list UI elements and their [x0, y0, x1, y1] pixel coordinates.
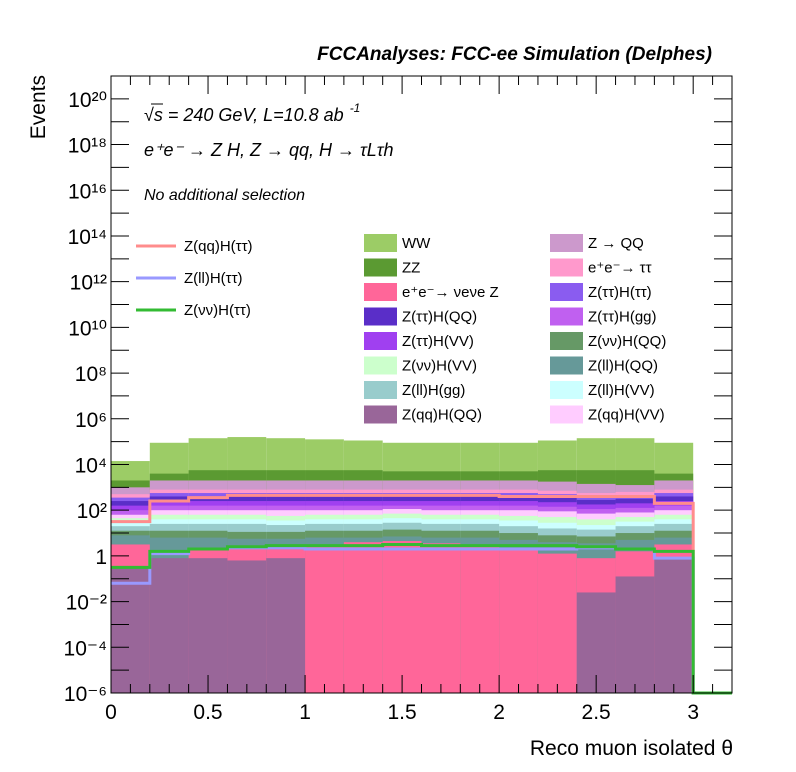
y-tick-label: 10⁴ [75, 454, 107, 477]
legend-label-ww: WW [402, 235, 431, 252]
bar-z-qq-h-qq-13 [615, 576, 655, 693]
legend-label-z-ll-h-gg: Z(ll)H(gg) [402, 382, 465, 399]
legend-swatch-z-h-qq [364, 307, 397, 326]
signal-line-z-h [111, 542, 732, 695]
y-tick-label: 10¹⁸ [68, 135, 107, 158]
legend-stack: WW Z → QQ ZZ e⁺e⁻→ ττ e⁺e⁻→ νeνe Z Z(ττ)H(ττ)… [364, 234, 666, 424]
x-tick-label: 0 [105, 701, 117, 724]
legend-swatch-e-e-e-e-z [364, 283, 397, 301]
legend-label-z-h-vv: Z(ττ)H(VV) [402, 333, 474, 350]
bar-z-qq-h-qq-2 [188, 558, 228, 693]
legend-swatch-z-qq-h-qq [364, 405, 397, 424]
legend-swatch-z-h-vv [364, 356, 397, 375]
x-tick-label: 2 [493, 701, 505, 724]
bar-z-qq-h-qq-1 [149, 558, 189, 693]
stacked-bars [111, 437, 694, 693]
y-tick-label: 10⁻² [66, 592, 107, 615]
y-tick-label: 10⁸ [75, 363, 107, 386]
legend-label-z-h-qq: Z(ττ)H(QQ) [402, 309, 477, 326]
y-axis-label: Events [27, 75, 50, 139]
y-tick-label: 10⁻⁴ [64, 637, 107, 660]
y-tick-label: 10⁶ [75, 409, 107, 432]
x-tick-label: 1 [299, 701, 311, 724]
signal-line-z-qq-h [111, 493, 732, 695]
bar-e-e-e-e-z-11 [537, 553, 577, 693]
x-tick-label: 0.5 [193, 701, 222, 724]
bar-z-qq-h-qq-3 [227, 560, 267, 693]
legend-swatch-z-h-vv [364, 332, 397, 350]
y-tick-label: 10² [77, 500, 107, 523]
legend-label-z-ll-h-vv: Z(ll)H(VV) [588, 382, 655, 399]
legend-label-z-h-gg: Z(ττ)H(gg) [588, 309, 657, 326]
legend-label-z-qq: Z → QQ [588, 235, 644, 252]
legend-label-z-qq-h: Z(qq)H(ττ) [184, 238, 253, 255]
x-tick-label: 3 [687, 701, 699, 724]
x-tick-label: 1.5 [387, 701, 416, 724]
y-tick-label: 10⁻⁶ [64, 683, 107, 706]
energy-annotation: √s = 240 GeV, L=10.8 ab -1 [144, 101, 360, 125]
y-tick-label: 10¹² [70, 272, 107, 295]
legend-label-z-h-qq: Z(νν)H(QQ) [588, 333, 666, 350]
bar-e-e-e-e-z-10 [499, 547, 538, 693]
bar-z-qq-h-qq-4 [266, 558, 306, 693]
selection-annotation: No additional selection [144, 187, 305, 204]
legend-label-z-qq-h-vv: Z(qq)H(VV) [588, 407, 665, 424]
y-axis-ticks: 10⁻⁶ 10⁻⁴ 10⁻² 1 10² 10⁴ 10⁶ 10⁸ 10¹⁰ 10¹² 10¹⁴ 10¹… [64, 75, 732, 706]
legend-swatch-z-qq [550, 234, 583, 252]
legend-swatch-zz [364, 258, 397, 277]
energy-text: √s = 240 GeV, L=10.8 ab [144, 105, 344, 125]
y-tick-label: 1 [95, 546, 107, 569]
legend-swatch-z-h [550, 283, 583, 301]
y-tick-label: 10¹⁶ [68, 180, 107, 203]
legend-swatch-z-ll-h-qq [550, 356, 583, 375]
y-tick-label: 10²⁰ [68, 89, 107, 112]
energy-exponent: -1 [350, 101, 361, 115]
y-tick-label: 10¹⁴ [68, 226, 107, 249]
legend-swatch-z-qq-h-vv [550, 405, 583, 424]
x-axis-ticks: 0 0.5 1 1.5 2 2.5 3 [105, 76, 733, 724]
legend-swatch-z-h-gg [550, 307, 583, 326]
x-axis-label: Reco muon isolated θ [530, 737, 733, 760]
legend-label-z-h: Z(νν)H(ττ) [184, 302, 251, 319]
bar-z-qq-h-qq-0 [111, 567, 150, 693]
x-tick-label: 2.5 [582, 701, 611, 724]
bar-e-e-e-e-z-8 [421, 543, 461, 693]
legend-label-z-ll-h: Z(ll)H(ττ) [184, 270, 243, 287]
legend-label-e-e-e-e-z: e⁺e⁻→ νeνe Z [402, 284, 499, 301]
legend-label-z-qq-h-qq: Z(qq)H(QQ) [402, 407, 482, 424]
legend-label-z-ll-h-qq: Z(ll)H(QQ) [588, 358, 658, 375]
legend-label-e-e: e⁺e⁻→ ττ [588, 260, 652, 277]
legend-swatch-z-ll-h-vv [550, 381, 583, 399]
legend-signal: Z(qq)H(ττ) Z(ll)H(ττ) Z(νν)H(ττ) [136, 238, 253, 319]
signal-lines [111, 493, 732, 695]
legend-label-z-h: Z(ττ)H(ττ) [588, 284, 652, 301]
bar-z-qq-h-qq-14 [654, 558, 694, 693]
bar-e-e-e-e-z-9 [460, 544, 500, 693]
series-z-qq-h-qq [111, 558, 694, 693]
bar-e-e-e-e-z-5 [305, 544, 344, 693]
chart-title: FCCAnalyses: FCC-ee Simulation (Delphes) [317, 44, 712, 65]
y-tick-label: 10¹⁰ [68, 317, 107, 340]
process-annotation: e⁺e⁻ → Z H, Z → qq, H → τLτh [144, 140, 394, 160]
legend-label-zz: ZZ [402, 260, 420, 277]
legend-swatch-e-e [550, 258, 583, 277]
legend-swatch-z-h-qq [550, 332, 583, 350]
bar-e-e-e-e-z-7 [382, 541, 422, 693]
legend-swatch-ww [364, 234, 397, 252]
legend-swatch-z-ll-h-gg [364, 381, 397, 399]
legend-label-z-h-vv: Z(νν)H(VV) [402, 358, 477, 375]
bar-e-e-e-e-z-6 [343, 542, 383, 693]
